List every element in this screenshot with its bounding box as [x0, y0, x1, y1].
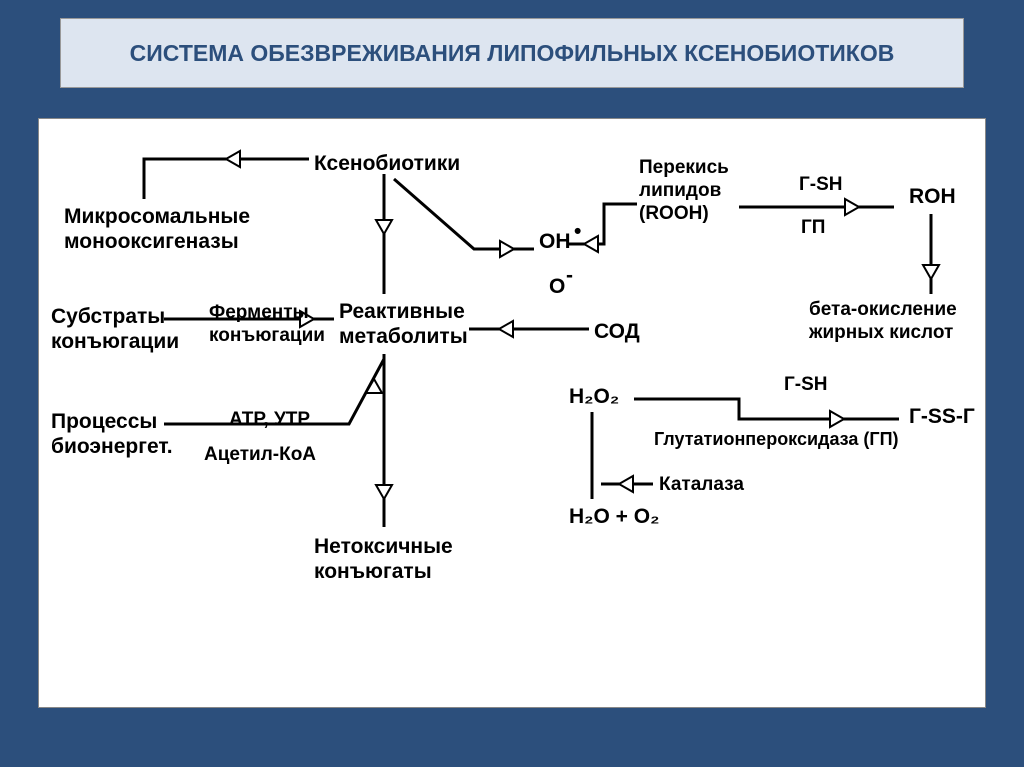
arrowhead — [500, 241, 514, 257]
node-h2o_o2: H₂O + O₂ — [569, 504, 659, 529]
node-nontoxic: Нетоксичныеконъюгаты — [314, 534, 453, 584]
arrowhead — [499, 321, 513, 337]
edge — [144, 159, 309, 199]
arrowhead — [366, 379, 382, 393]
node-roh: ROH — [909, 184, 956, 209]
node-catalase: Каталаза — [659, 474, 744, 497]
slide-title: СИСТЕМА ОБЕЗВРЕЖИВАНИЯ ЛИПОФИЛЬНЫХ КСЕНО… — [60, 18, 964, 88]
edge — [394, 179, 534, 249]
arrowhead — [830, 411, 844, 427]
node-atputp: АТР, УТР — [229, 409, 310, 432]
arrowhead — [226, 151, 240, 167]
node-gsh1: Г-SH — [799, 174, 843, 197]
slide-title-text: СИСТЕМА ОБЕЗВРЕЖИВАНИЯ ЛИПОФИЛЬНЫХ КСЕНО… — [130, 39, 895, 68]
arrowhead — [845, 199, 859, 215]
node-mono: Микросомальныемонооксигеназы — [64, 204, 250, 254]
node-gsh2: Г-SH — [784, 374, 828, 397]
node-gssg: Г-SS-Г — [909, 404, 975, 429]
arrowhead — [376, 220, 392, 234]
arrowhead — [376, 485, 392, 499]
arrowhead — [619, 476, 633, 492]
flowchart-diagram: Ксенобиотики Микросомальныемонооксигеназы… — [38, 118, 986, 708]
node-fermconj: Ферментыконъюгации — [209, 302, 325, 348]
node-sod: СОД — [594, 319, 640, 344]
node-gpx: Глутатионпероксидаза (ГП) — [654, 429, 899, 451]
node-reactive: Реактивныеметаболиты — [339, 299, 468, 349]
node-ominus: O — [549, 274, 565, 299]
node-bioenerg: Процессыбиоэнергет. — [51, 409, 173, 459]
arrowhead — [584, 236, 598, 252]
node-xenobiotics: Ксенобиотики — [314, 151, 460, 176]
node-ohdot: • — [574, 219, 581, 244]
node-betaox: бета-окислениежирных кислот — [809, 299, 957, 345]
node-oh: OH — [539, 229, 571, 254]
edge — [634, 399, 899, 419]
node-gp1: ГП — [801, 217, 825, 240]
node-h2o2: H₂O₂ — [569, 384, 619, 409]
arrowhead — [923, 265, 939, 279]
node-subconj: Субстратыконъюгации — [51, 304, 179, 354]
node-ominus2: - — [566, 263, 573, 288]
node-lipid_perox: Перекисьлипидов(ROOH) — [639, 157, 729, 225]
node-acetyl: Ацетил-КоА — [204, 444, 316, 467]
